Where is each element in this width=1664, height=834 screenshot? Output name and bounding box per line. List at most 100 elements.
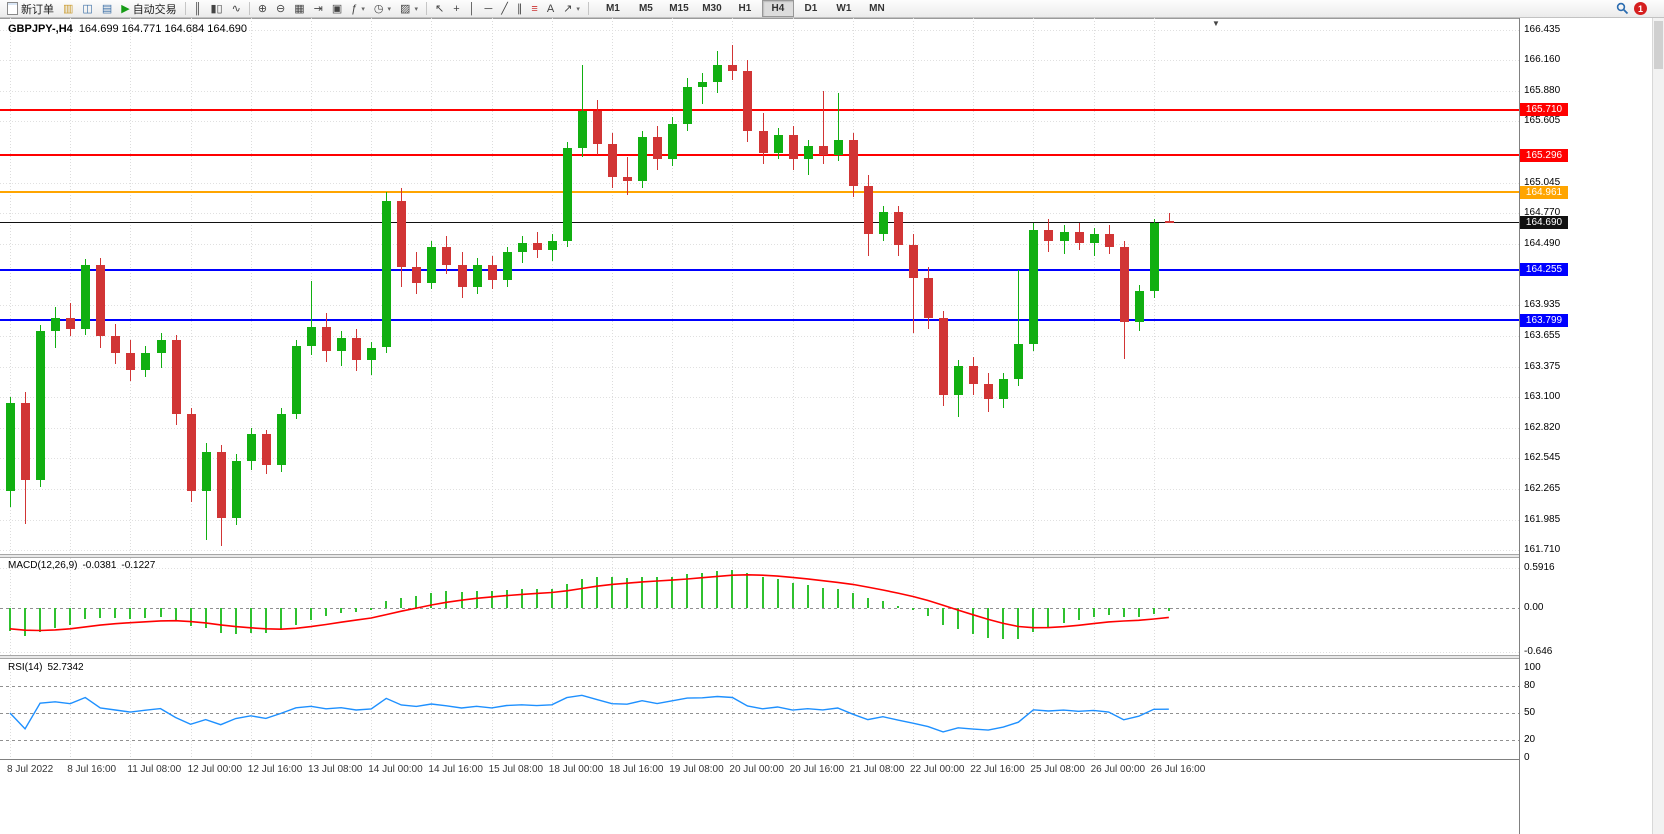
grid-line	[0, 244, 1519, 246]
horizontal-line-163.799[interactable]	[0, 319, 1519, 322]
market-watch-button[interactable]: ▥	[59, 1, 77, 17]
timeframe-m1[interactable]: M1	[605, 3, 620, 14]
timeframe-m30[interactable]: M30	[702, 3, 722, 14]
search-button[interactable]	[1612, 1, 1633, 17]
tile-windows-button[interactable]: ▦	[290, 1, 308, 17]
zoom-in-button[interactable]: ⊕	[254, 1, 271, 17]
macd-histogram-bar	[505, 590, 508, 608]
timeframe-w1[interactable]: W1	[836, 3, 852, 14]
bar-chart-mode-button[interactable]: ║	[190, 1, 206, 17]
candle-body	[728, 64, 738, 72]
macd-histogram-bar	[204, 608, 207, 628]
candle-body	[171, 339, 181, 414]
macd-histogram-bar	[1062, 608, 1065, 623]
vertical-scrollbar[interactable]	[1652, 18, 1664, 834]
horizontal-line-164.690[interactable]	[0, 221, 1519, 223]
vertical-line-button[interactable]: │	[465, 1, 480, 17]
macd-histogram-bar	[671, 576, 674, 608]
macd-histogram-bar	[520, 589, 523, 608]
time-axis-label: 14 Jul 16:00	[428, 764, 483, 775]
candle-body	[216, 452, 226, 519]
candle-body	[818, 146, 828, 155]
timeframe-d1[interactable]: D1	[804, 3, 818, 14]
time-axis-label: 25 Jul 08:00	[1030, 764, 1085, 775]
grid-line	[431, 18, 433, 758]
horizontal-line-164.255[interactable]	[0, 268, 1519, 271]
candle-wick	[913, 234, 914, 334]
horizontal-line-165.710[interactable]	[0, 108, 1519, 111]
time-axis-label: 22 Jul 00:00	[910, 764, 965, 775]
candle-body	[758, 130, 768, 153]
navigator-button[interactable]: ▤	[98, 1, 116, 17]
macd-histogram-bar	[731, 570, 734, 608]
line-chart-icon: ∿	[231, 2, 241, 15]
trendline-button[interactable]: ╱	[497, 1, 512, 17]
horizontal-line-button[interactable]: ─	[481, 1, 497, 17]
cursor-button[interactable]: ↖	[431, 1, 448, 17]
price-tick-label: 166.435	[1524, 24, 1561, 35]
new-order-button[interactable]: 新订单	[3, 1, 58, 17]
macd-histogram-bar	[866, 598, 869, 608]
fibonacci-button[interactable]: ≡	[527, 1, 541, 17]
macd-histogram-bar	[836, 589, 839, 608]
macd-histogram-bar	[1137, 608, 1140, 618]
macd-histogram-bar	[626, 578, 629, 608]
horizontal-line-164.961[interactable]	[0, 191, 1519, 194]
pane-divider[interactable]	[0, 655, 1652, 659]
indicators-button[interactable]: ƒ ▾	[347, 1, 369, 17]
macd-histogram-bar	[370, 608, 373, 610]
candle-body	[442, 247, 452, 265]
scrollbar-thumb[interactable]	[1654, 21, 1663, 69]
horizontal-line-165.296[interactable]	[0, 154, 1519, 157]
toolbar-separator	[587, 2, 589, 15]
grid-line	[10, 18, 11, 758]
grid-line	[0, 121, 1519, 123]
grid-line	[551, 18, 553, 758]
macd-histogram-bar	[716, 570, 719, 608]
templates-icon: ▨	[400, 2, 411, 15]
chart-ohlc-values: 164.699 164.771 164.684 164.690	[78, 23, 248, 35]
candlestick-mode-button[interactable]: ▮▯	[206, 1, 226, 17]
grid-line	[0, 366, 1519, 368]
grid-line	[0, 213, 1519, 215]
pane-divider[interactable]	[0, 554, 1652, 558]
candle-body	[1044, 229, 1054, 241]
macd-histogram-bar	[159, 608, 162, 618]
auto-scroll-button[interactable]: ⇥	[310, 1, 327, 17]
price-tick-label: 166.160	[1524, 54, 1561, 66]
timeframe-m15[interactable]: M15	[669, 3, 689, 14]
price-axis[interactable]: 166.435 166.160 165.880 165.605 165.045 164.7…	[1519, 18, 1653, 834]
text-label-button[interactable]: A	[543, 1, 558, 17]
arrows-button[interactable]: ↗ ▾	[559, 1, 584, 17]
candle-body	[96, 264, 106, 337]
grid-line	[371, 18, 373, 758]
price-tick-label: 163.375	[1524, 360, 1561, 372]
candle-body	[261, 434, 271, 466]
notification-badge[interactable]: 1	[1634, 2, 1647, 15]
chart-shift-marker-icon[interactable]: ▼	[1212, 19, 1220, 28]
candle-body	[743, 71, 753, 131]
charts-window-icon: ◫	[82, 2, 93, 15]
candle-wick	[205, 443, 207, 541]
grid-line	[913, 18, 914, 758]
timeframe-h4[interactable]: H4	[761, 0, 794, 17]
crosshair-button[interactable]: +	[449, 1, 463, 17]
grid-line	[0, 335, 1519, 337]
periods-button[interactable]: ◷ ▾	[370, 1, 395, 17]
chart-shift-button[interactable]: ▣	[328, 1, 346, 17]
autotrading-button[interactable]: ▶ 自动交易	[117, 1, 180, 17]
macd-histogram-bar	[1167, 608, 1170, 612]
macd-histogram-bar	[294, 608, 297, 625]
candle-wick	[311, 281, 312, 356]
timeframe-m5[interactable]: M5	[638, 3, 653, 14]
macd-histogram-bar	[595, 577, 598, 608]
channel-button[interactable]: ∥	[513, 1, 527, 17]
charts-window-button[interactable]: ◫	[78, 1, 96, 17]
timeframe-mn[interactable]: MN	[869, 3, 885, 14]
grid-line	[612, 18, 613, 758]
zoom-out-button[interactable]: ⊖	[272, 1, 289, 17]
candle-body	[1014, 344, 1024, 380]
line-chart-mode-button[interactable]: ∿	[228, 1, 245, 17]
timeframe-h1[interactable]: H1	[738, 3, 752, 14]
templates-button[interactable]: ▨ ▾	[396, 1, 422, 17]
